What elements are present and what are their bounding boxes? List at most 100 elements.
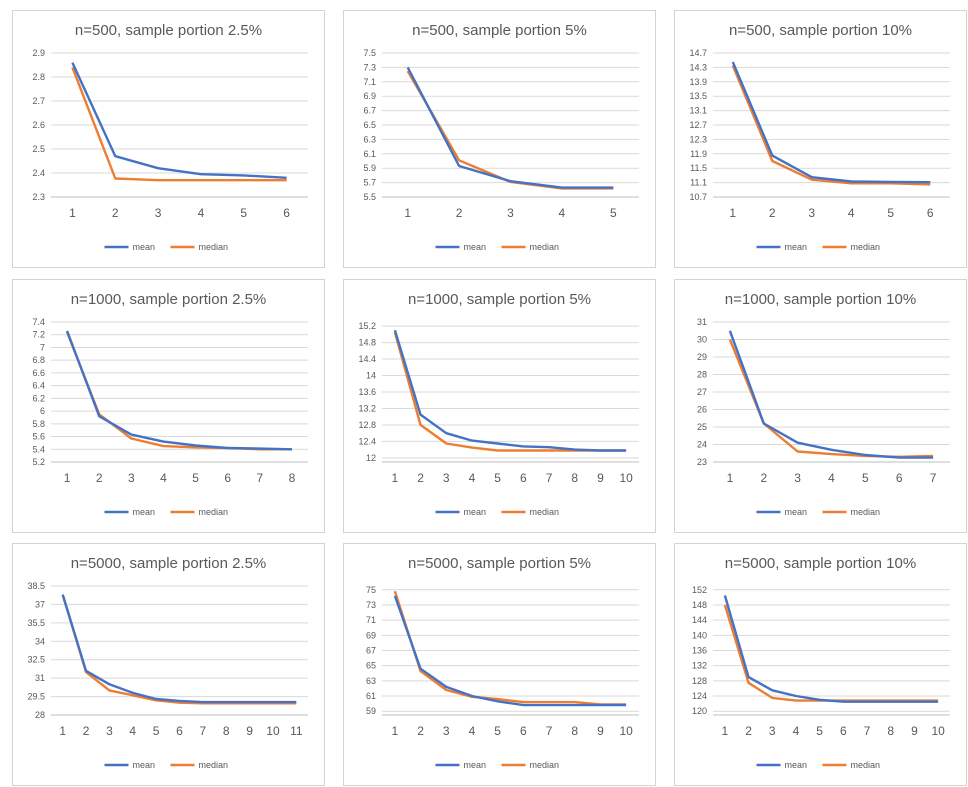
y-tick-label: 6.4 [32, 381, 45, 391]
legend-label-median: median [530, 507, 560, 517]
y-tick-label: 10.7 [689, 192, 707, 202]
series-line-median [65, 331, 292, 451]
y-tick-label: 29.5 [27, 692, 45, 702]
x-tick-label: 1 [59, 724, 66, 738]
chart-panel-n1000-5: n=1000, sample portion 5% 12 12.4 12.8 13.2 1… [343, 279, 656, 533]
x-tick-label: 5 [153, 724, 160, 738]
y-tick-label: 2.4 [32, 168, 45, 178]
y-tick-label: 7 [40, 342, 45, 352]
line-chart: n=5000, sample portion 2.5%2829.53132.53… [27, 555, 308, 770]
x-tick-label: 6 [840, 724, 847, 738]
y-tick-label: 2.7 [32, 96, 45, 106]
chart-panel-n5000-2p5: n=5000, sample portion 2.5% 28 29.5 31 32.5 3… [12, 543, 325, 786]
y-tick-label: 6.9 [363, 91, 376, 101]
y-tick-label: 5.5 [363, 192, 376, 202]
x-tick-label: 10 [266, 724, 280, 738]
x-tick-label: 6 [224, 471, 231, 485]
chart-title: n=1000, sample portion 2.5% [71, 291, 267, 308]
legend-label-mean: mean [785, 507, 808, 517]
y-tick-label: 37 [35, 599, 45, 609]
legend-label-mean: mean [785, 760, 808, 770]
x-tick-label: 5 [192, 471, 199, 485]
y-tick-label: 6.6 [32, 368, 45, 378]
y-tick-label: 13.6 [358, 387, 376, 397]
x-tick-label: 4 [848, 206, 855, 220]
line-chart: n=5000, sample portion 10%12012412813213… [692, 555, 950, 770]
x-tick-label: 5 [887, 206, 894, 220]
x-tick-label: 10 [931, 724, 945, 738]
x-tick-label: 2 [417, 471, 424, 485]
x-tick-label: 11 [290, 724, 303, 738]
y-tick-label: 59 [366, 706, 376, 716]
line-chart: n=1000, sample portion 2.5% 5.2 5.4 5.6 5.8 6… [32, 291, 308, 517]
x-tick-label: 10 [619, 471, 633, 485]
y-tick-label: 6.7 [363, 106, 376, 116]
series-line-mean [406, 66, 614, 189]
series-line-median [393, 590, 627, 706]
chart-panel-n5000-10: n=5000, sample portion 10% 120 124 128 132 13… [674, 543, 967, 786]
legend-label-median: median [199, 760, 229, 770]
legend-label-median: median [199, 507, 229, 517]
legend-label-median: median [851, 242, 881, 252]
chart-panel-n500-10: n=500, sample portion 10% 10.7 11.1 11.5 11.… [674, 10, 967, 268]
y-tick-label: 7.3 [363, 62, 376, 72]
legend-label-mean: mean [133, 760, 156, 770]
y-tick-label: 32.5 [27, 655, 45, 665]
y-tick-label: 14 [366, 371, 376, 381]
y-tick-label: 38.5 [27, 581, 45, 591]
series-line-mean [731, 61, 931, 184]
x-tick-label: 4 [469, 724, 476, 738]
chart-title: n=5000, sample portion 10% [725, 555, 916, 572]
x-tick-label: 2 [112, 206, 119, 220]
y-tick-label: 5.9 [363, 163, 376, 173]
x-tick-label: 7 [930, 471, 937, 485]
x-tick-label: 1 [729, 206, 736, 220]
x-tick-label: 1 [64, 471, 71, 485]
x-tick-label: 8 [223, 724, 230, 738]
x-tick-label: 6 [520, 724, 527, 738]
x-tick-label: 1 [392, 471, 399, 485]
x-tick-label: 3 [769, 724, 776, 738]
y-tick-label: 25 [697, 422, 707, 432]
chart-title: n=1000, sample portion 5% [408, 291, 591, 308]
y-tick-label: 34 [35, 636, 45, 646]
y-tick-label: 13.2 [358, 403, 376, 413]
y-tick-label: 6.2 [32, 393, 45, 403]
x-tick-label: 2 [745, 724, 752, 738]
x-tick-label: 9 [246, 724, 253, 738]
y-tick-label: 6.1 [363, 149, 376, 159]
x-tick-label: 8 [571, 471, 578, 485]
x-tick-label: 6 [283, 206, 290, 220]
series-line-median [406, 70, 614, 190]
y-tick-label: 15.2 [358, 321, 376, 331]
x-tick-label: 10 [619, 724, 633, 738]
series-line-mean [71, 62, 287, 179]
y-tick-label: 24 [697, 440, 707, 450]
x-tick-label: 5 [816, 724, 823, 738]
y-tick-label: 6.3 [363, 134, 376, 144]
y-tick-label: 148 [692, 600, 707, 610]
x-tick-label: 8 [571, 724, 578, 738]
y-tick-label: 152 [692, 585, 707, 595]
series-line-median [71, 66, 287, 182]
x-tick-label: 1 [392, 724, 399, 738]
y-tick-label: 2.9 [32, 48, 45, 58]
y-tick-label: 11.1 [690, 178, 707, 188]
x-tick-label: 3 [106, 724, 113, 738]
y-tick-label: 5.6 [32, 432, 45, 442]
legend-label-mean: mean [464, 507, 487, 517]
series-line-median [731, 65, 931, 186]
chart-title: n=500, sample portion 2.5% [75, 22, 262, 39]
y-tick-label: 14.4 [358, 354, 376, 364]
x-tick-label: 3 [507, 206, 514, 220]
x-tick-label: 7 [546, 471, 553, 485]
legend-label-median: median [851, 760, 881, 770]
y-tick-label: 27 [697, 387, 707, 397]
line-chart: n=500, sample portion 2.5% 2.3 2.4 2.5 2.6 2.… [32, 22, 308, 252]
series-line-mean [393, 329, 627, 452]
y-tick-label: 7.5 [363, 48, 376, 58]
chart-panel-n500-2p5: n=500, sample portion 2.5% 2.3 2.4 2.5 2.6 2.… [12, 10, 325, 268]
x-tick-label: 7 [864, 724, 871, 738]
y-tick-label: 5.7 [363, 178, 376, 188]
y-tick-label: 31 [35, 673, 45, 683]
